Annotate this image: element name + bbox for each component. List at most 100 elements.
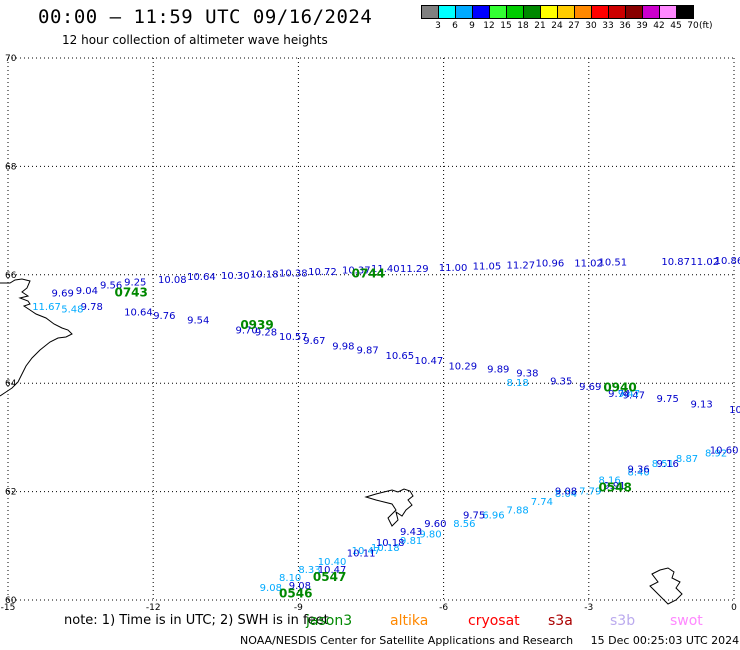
map-subtitle: 12 hour collection of altimeter wave hei… [62,33,328,47]
legend-label: 45 [670,21,682,31]
swh-value: 9.54 [187,316,209,327]
x-tick-label: -3 [584,603,593,613]
legend-unit: (ft) [699,21,713,31]
swh-value: 9.47 [623,390,645,401]
pass-time-label: 0940 [603,380,636,394]
swh-value: 5.48 [61,305,83,316]
swh-value: 9.98 [332,342,354,353]
swh-value: 10.11 [347,549,376,560]
wave-height-labels: 9.69 9.04 9.56 9.25 10.08 10.64 10.30 10.18 10.3… [32,256,740,594]
legend-label: 9 [469,21,475,31]
swh-value: 10.72 [308,267,337,278]
swh-value: 8.10 [279,573,301,584]
swh-value: 10.18 [250,270,279,281]
swh-value: 11.67 [32,302,61,313]
swh-value: 10.40 [318,557,347,568]
swh-value: 8.18 [507,378,529,389]
legend-label: 21 [534,21,546,31]
swh-value: 9.69 [579,382,601,393]
swh-value: 7.74 [531,497,553,508]
swh-value: 11.00 [439,263,468,274]
legend-label: 18 [517,21,529,31]
swh-value: 8.40 [628,467,650,478]
swh-value: 9.75 [463,511,485,522]
swh-value: 8.87 [676,454,698,465]
swh-value: 7.79 [579,486,601,497]
satellite-legend-s3a: s3a [548,613,573,629]
swh-value: 10.47 [415,356,444,367]
swh-value: 9.16 [657,459,679,470]
swh-value: 9.91 [603,481,625,492]
swh-value: 10.86 [715,256,740,267]
swh-value: 10.18 [371,543,400,554]
footnote: note: 1) Time is in UTC; 2) SWH is in fe… [64,613,329,628]
swh-value: 10.37 [342,266,371,277]
swh-value: 10.87 [661,257,690,268]
swh-value: 8.92 [705,448,727,459]
pass-time-label: 0548 [598,481,631,495]
legend-swatch [676,5,694,19]
satellite-legend-altika: altika [390,613,429,629]
footer-timestamp: 15 Dec 00:25:03 UTC 2024 [590,634,740,647]
swh-value: 8.16 [598,475,620,486]
legend-label: 39 [636,21,648,31]
swh-value: 10.51 [598,258,627,269]
axis-ticks: -15 -12 -9 -6 -3 0 70 68 66 64 62 60 [1,54,737,613]
legend-label: 70 [687,21,699,31]
swh-value: 11.05 [473,261,502,272]
x-tick-label: -12 [146,603,161,613]
y-tick-label: 64 [5,379,17,389]
swh-value: 11.40 [371,264,400,275]
legend-label: 6 [452,21,458,31]
swh-value: 10.30 [221,271,250,282]
swh-value: 10.60 [710,446,739,457]
swh-value: 10.57 [279,332,308,343]
swh-value: 10.18 [376,538,405,549]
swh-value: 9.89 [487,364,509,375]
y-tick-label: 66 [5,271,17,281]
swh-value: 9.04 [76,286,98,297]
x-tick-label: -6 [439,603,448,613]
y-tick-label: 68 [5,162,17,172]
swh-value: 9.76 [153,311,175,322]
swh-value: 9.25 [124,278,146,289]
swh-value: 9.60 [424,519,446,530]
map-grid [7,57,735,601]
iceland-coastline [0,278,73,397]
map-title: 00:00 – 11:59 UTC 09/16/2024 [38,6,373,28]
note-text: note: 1) Time is in UTC; 2) SWH is in fe… [64,613,329,628]
swh-value: 9.08 [289,581,311,592]
footer: NOAA/NESDIS Center for Satellite Applica… [240,634,740,647]
legend-label: 24 [551,21,563,31]
swh-value: 9.74 [608,389,630,400]
x-tick-label: -15 [1,603,16,613]
swh-value: 10.38 [279,268,308,279]
satellite-legend-swot: swot [670,613,703,629]
swh-value: 9.80 [419,530,441,541]
swh-value: 9.47 [618,389,640,400]
shetland-islands [649,567,683,605]
swh-value: 9.28 [255,328,277,339]
pass-time-label: 0547 [313,570,346,584]
swh-value: 10.65 [386,351,415,362]
swh-value: 10.64 [124,307,153,318]
swh-value: 9.38 [516,369,538,380]
swh-value: 9.13 [690,400,712,411]
swh-value: 9.36 [628,465,650,476]
swh-value: 8.51 [652,459,674,470]
swh-value: 9.56 [100,280,122,291]
swh-value: 9.35 [550,376,572,387]
y-tick-label: 70 [5,54,17,64]
swh-value: 9.08 [555,486,577,497]
legend-label: 3 [435,21,441,31]
satellite-legend-s3b: s3b [610,613,636,629]
pass-time-label: 0939 [240,318,273,332]
swh-value: 10.47 [318,565,347,576]
swh-value: 11.29 [400,264,429,275]
swh-value: 10.47 [352,546,381,557]
swh-value: 8.33 [298,565,320,576]
swh-value: 8.56 [453,519,475,530]
legend-label: 12 [483,21,495,31]
